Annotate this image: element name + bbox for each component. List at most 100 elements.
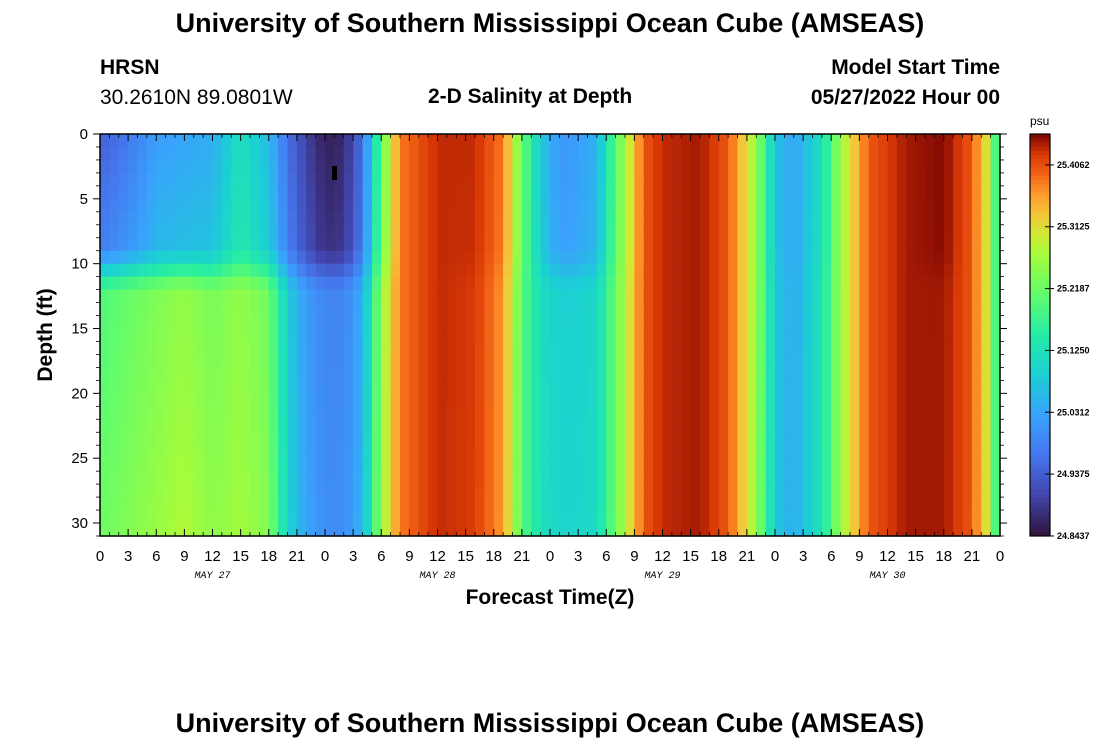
heatmap-cell bbox=[859, 289, 870, 304]
heatmap-cell bbox=[343, 445, 354, 459]
heatmap-cell bbox=[512, 224, 523, 239]
heatmap-cell bbox=[634, 458, 645, 472]
heatmap-cell bbox=[784, 211, 795, 226]
heatmap-cell bbox=[175, 367, 185, 381]
heatmap-cell bbox=[709, 380, 720, 394]
heatmap-cell bbox=[850, 302, 860, 317]
heatmap-cell bbox=[981, 250, 992, 265]
heatmap-cell bbox=[606, 211, 617, 226]
heatmap-cell bbox=[418, 263, 429, 278]
heatmap-cell bbox=[221, 354, 232, 369]
heatmap-cell bbox=[596, 458, 607, 472]
heatmap-cell bbox=[803, 497, 814, 511]
heatmap-cell bbox=[868, 523, 879, 537]
heatmap-cell bbox=[906, 445, 917, 459]
y-tick-label: 0 bbox=[80, 126, 88, 143]
heatmap-cell bbox=[934, 302, 945, 317]
heatmap-cell bbox=[540, 315, 551, 330]
heatmap-cell bbox=[353, 523, 364, 537]
heatmap-cell bbox=[371, 276, 382, 291]
heatmap-cell bbox=[287, 250, 298, 265]
heatmap-cell bbox=[625, 367, 635, 381]
heatmap-cell bbox=[512, 367, 523, 381]
heatmap-cell bbox=[653, 315, 664, 330]
heatmap-cell bbox=[371, 523, 382, 537]
heatmap-cell bbox=[934, 185, 945, 200]
heatmap-cell bbox=[306, 458, 317, 472]
heatmap-cell bbox=[728, 185, 739, 200]
heatmap-cell bbox=[906, 328, 917, 343]
heatmap-cell bbox=[540, 250, 551, 265]
heatmap-cell bbox=[690, 523, 701, 537]
heatmap-cell bbox=[146, 406, 157, 420]
heatmap-cell bbox=[718, 263, 729, 278]
heatmap-cell bbox=[540, 224, 551, 239]
heatmap-cell bbox=[193, 159, 204, 174]
heatmap-cell bbox=[137, 523, 148, 537]
heatmap-cell bbox=[465, 354, 476, 369]
heatmap-cell bbox=[784, 484, 795, 498]
heatmap-cell bbox=[634, 185, 645, 200]
heatmap-cell bbox=[981, 380, 992, 394]
heatmap-cell bbox=[418, 354, 429, 369]
heatmap-cell bbox=[578, 315, 589, 330]
heatmap-cell bbox=[812, 302, 823, 317]
heatmap-cell bbox=[353, 237, 364, 252]
heatmap-cell bbox=[521, 341, 532, 356]
heatmap-cell bbox=[925, 497, 935, 511]
heatmap-cell bbox=[756, 224, 767, 239]
heatmap-cell bbox=[690, 276, 701, 291]
heatmap-cell bbox=[409, 328, 420, 343]
heatmap-cell bbox=[268, 185, 279, 200]
heatmap-cell bbox=[831, 185, 842, 200]
heatmap-cell bbox=[287, 263, 298, 278]
heatmap-cell bbox=[475, 497, 485, 511]
heatmap-cell bbox=[962, 419, 973, 433]
heatmap-cell bbox=[700, 276, 710, 291]
heatmap-cell bbox=[596, 328, 607, 343]
heatmap-cell bbox=[371, 354, 382, 369]
heatmap-cell bbox=[700, 185, 710, 200]
heatmap-cell bbox=[475, 198, 485, 213]
heatmap-cell bbox=[390, 146, 401, 161]
heatmap-cell bbox=[634, 134, 645, 148]
heatmap-cell bbox=[634, 172, 645, 187]
heatmap-cell bbox=[531, 224, 542, 239]
heatmap-cell bbox=[456, 134, 467, 148]
heatmap-cell bbox=[128, 146, 139, 161]
colorbar-swatch bbox=[1030, 154, 1050, 160]
heatmap-cell bbox=[896, 250, 907, 265]
heatmap-cell bbox=[493, 250, 504, 265]
heatmap-cell bbox=[803, 510, 814, 524]
heatmap-cell bbox=[128, 250, 139, 265]
heatmap-cell bbox=[765, 367, 776, 381]
heatmap-cell bbox=[156, 432, 167, 446]
heatmap-cell bbox=[868, 510, 879, 524]
heatmap-cell bbox=[662, 523, 673, 537]
heatmap-cell bbox=[353, 146, 364, 161]
heatmap-cell bbox=[475, 211, 485, 226]
heatmap-cell bbox=[409, 484, 420, 498]
heatmap-cell bbox=[934, 510, 945, 524]
heatmap-cell bbox=[643, 302, 654, 317]
heatmap-cell bbox=[503, 497, 514, 511]
heatmap-cell bbox=[587, 302, 598, 317]
heatmap-cell bbox=[325, 484, 335, 498]
heatmap-cell bbox=[156, 237, 167, 252]
heatmap-cell bbox=[456, 419, 467, 433]
heatmap-cell bbox=[212, 289, 223, 304]
heatmap-cell bbox=[878, 237, 889, 252]
heatmap-cell bbox=[128, 471, 139, 485]
heatmap-cell bbox=[250, 224, 260, 239]
heatmap-cell bbox=[456, 224, 467, 239]
heatmap-cell bbox=[100, 289, 110, 304]
heatmap-cell bbox=[934, 159, 945, 174]
heatmap-cell bbox=[728, 224, 739, 239]
heatmap-cell bbox=[231, 367, 242, 381]
colorbar-swatch bbox=[1030, 293, 1050, 298]
heatmap-cell bbox=[437, 367, 448, 381]
heatmap-cell bbox=[165, 315, 176, 330]
heatmap-cell bbox=[343, 263, 354, 278]
heatmap-cell bbox=[850, 367, 860, 381]
heatmap-cell bbox=[671, 406, 682, 420]
